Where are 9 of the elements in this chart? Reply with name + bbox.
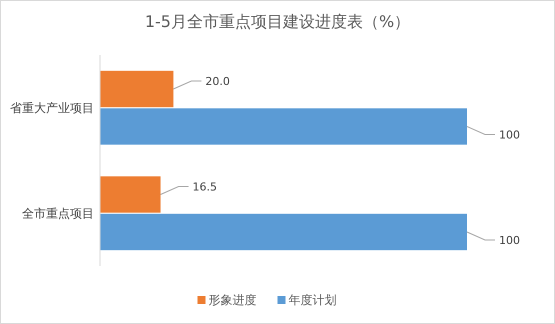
chart-title: 1-5月全市重点项目建设进度表（%）	[144, 12, 410, 31]
y-tick-label: 全市重点项目	[22, 206, 94, 220]
legend-label: 年度计划	[288, 293, 336, 308]
data-label: 100	[499, 128, 520, 142]
data-label: 100	[499, 234, 520, 247]
y-tick-label: 省重大产业项目	[10, 100, 94, 115]
data-label: 16.5	[192, 180, 218, 194]
data-label: 20.0	[205, 74, 230, 88]
legend-label: 形象进度	[208, 293, 256, 308]
